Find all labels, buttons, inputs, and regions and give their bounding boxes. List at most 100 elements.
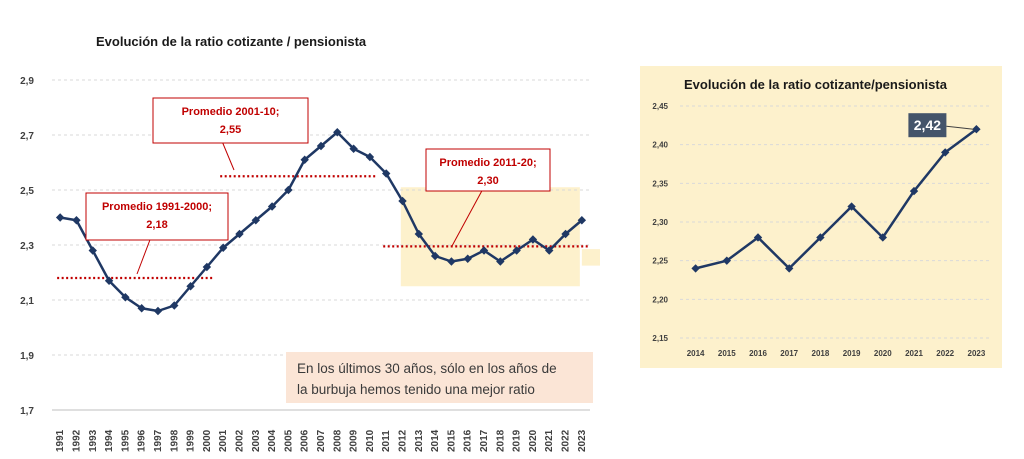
y-tick-label: 2,20 [652, 295, 668, 304]
y-tick-label: 2,9 [20, 76, 34, 87]
data-point [186, 282, 195, 291]
annotation-text-line2: la burbuja hemos tenido una mejor ratio [297, 382, 535, 397]
average-callout [85, 192, 229, 241]
x-tick-label: 2004 [267, 429, 278, 452]
x-tick-label: 2016 [749, 349, 767, 358]
x-tick-label: 2012 [398, 429, 409, 452]
average-callout [152, 97, 309, 144]
x-tick-label: 2008 [332, 429, 343, 452]
average-callout-value: 2,55 [220, 124, 241, 136]
y-tick-label: 2,1 [20, 296, 34, 307]
average-callout-value: 2,18 [146, 219, 167, 231]
x-tick-label: 1995 [120, 429, 131, 452]
data-point [137, 304, 146, 313]
x-tick-label: 1999 [186, 429, 197, 452]
data-point [365, 152, 375, 162]
annotation-box [286, 352, 593, 403]
series-line [695, 128, 978, 270]
x-tick-label: 2020 [528, 429, 539, 452]
x-tick-label: 2001 [218, 429, 229, 452]
data-point [382, 169, 391, 178]
data-point [316, 141, 326, 151]
data-point [153, 306, 163, 316]
y-tick-label: 2,15 [652, 334, 668, 343]
x-tick-label: 2023 [968, 349, 986, 358]
y-tick-label: 2,35 [652, 179, 668, 188]
x-tick-label: 1996 [137, 429, 148, 452]
zoom-chart-background [640, 66, 1002, 368]
x-tick-label: 2009 [349, 429, 360, 452]
x-tick-label: 2015 [718, 349, 736, 358]
x-tick-label: 1993 [88, 429, 99, 452]
x-tick-label: 1991 [55, 429, 66, 452]
y-tick-label: 2,25 [652, 257, 668, 266]
average-callout [425, 148, 551, 192]
x-tick-label: 2014 [430, 429, 441, 452]
data-point [398, 196, 407, 206]
data-point [430, 251, 440, 261]
x-tick-label: 2000 [202, 429, 213, 452]
x-tick-label: 2021 [544, 429, 555, 452]
data-point [55, 213, 65, 222]
data-point [753, 233, 763, 242]
x-tick-label: 2007 [316, 429, 327, 452]
x-tick-label: 2003 [251, 429, 262, 452]
y-tick-label: 1,9 [20, 351, 34, 362]
y-tick-label: 2,5 [20, 186, 34, 197]
highlight-box [400, 187, 580, 287]
x-tick-label: 2022 [561, 429, 572, 452]
callout-pointer [136, 239, 151, 275]
x-tick-label: 2002 [234, 429, 245, 452]
data-point [104, 276, 114, 285]
y-tick-label: 2,7 [20, 131, 34, 142]
y-tick-label: 1,7 [20, 406, 34, 417]
average-callout-value: 2,30 [477, 175, 498, 187]
average-callout-label: Promedio 2001-10; [182, 106, 280, 118]
main-chart-title: Evolución de la ratio cotizante / pensio… [96, 34, 367, 49]
data-point [267, 202, 277, 211]
data-point [577, 216, 587, 225]
data-point [333, 128, 342, 137]
y-tick-label: 2,40 [652, 141, 668, 150]
data-point [349, 144, 358, 153]
x-tick-label: 2020 [874, 349, 892, 358]
x-tick-label: 2006 [300, 429, 311, 452]
y-tick-label: 2,45 [652, 102, 668, 111]
data-point [170, 301, 179, 310]
data-point [447, 257, 456, 266]
data-point [909, 186, 919, 196]
x-tick-label: 1992 [71, 429, 82, 452]
x-tick-label: 2011 [381, 430, 392, 452]
data-point [218, 243, 228, 252]
x-tick-label: 2019 [843, 349, 861, 358]
x-tick-label: 2018 [812, 349, 830, 358]
main-chart: Evolución de la ratio cotizante / pensio… [20, 34, 600, 452]
x-tick-label: 2017 [479, 429, 490, 452]
data-point [235, 229, 244, 239]
zoom-arrow [581, 249, 600, 266]
average-callout-label: Promedio 2011-20; [439, 157, 536, 169]
data-point [284, 185, 293, 195]
x-tick-label: 1998 [169, 429, 180, 452]
x-tick-label: 2019 [512, 429, 523, 452]
x-tick-label: 2018 [495, 429, 506, 452]
last-value-badge [908, 113, 947, 138]
x-tick-label: 1997 [153, 429, 164, 452]
x-tick-label: 2014 [687, 349, 705, 358]
callout-pointer [222, 142, 235, 171]
y-tick-label: 2,3 [20, 241, 34, 252]
zoom-chart: Evolución de la ratio cotizante/pensioni… [640, 66, 1002, 368]
x-tick-label: 2023 [577, 429, 588, 452]
data-point [463, 254, 472, 263]
data-point [972, 125, 981, 134]
x-tick-label: 2010 [365, 429, 376, 452]
annotation-text-line1: En los últimos 30 años, sólo en los años… [297, 361, 557, 376]
last-value-label: 2,42 [914, 117, 941, 133]
x-tick-label: 2013 [414, 429, 425, 452]
data-point [561, 229, 570, 239]
x-tick-label: 2015 [446, 429, 457, 452]
data-point [414, 229, 424, 239]
data-point [88, 246, 97, 255]
callout-pointer [451, 190, 483, 247]
data-point [300, 155, 309, 164]
